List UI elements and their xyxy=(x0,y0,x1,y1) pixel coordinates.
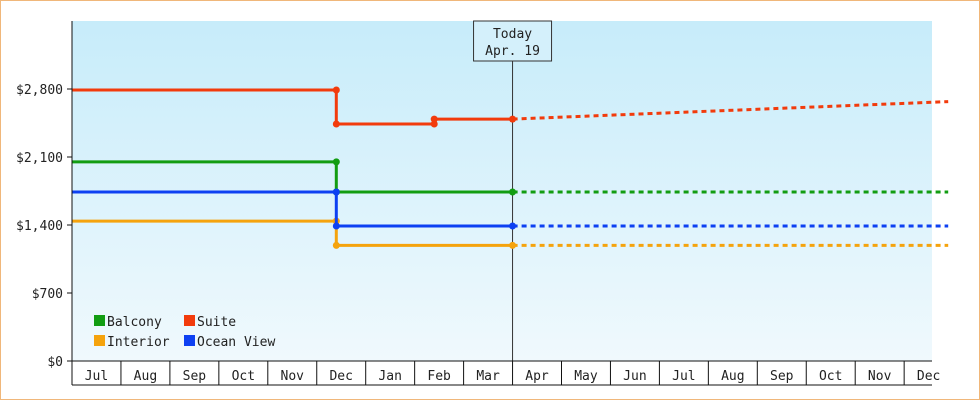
x-tick-label: Nov xyxy=(868,369,892,384)
y-tick-label: $2,800 xyxy=(16,83,63,98)
x-tick-label: Jul xyxy=(85,369,108,384)
y-tick-label: $700 xyxy=(32,287,63,302)
legend-label-interior: Interior xyxy=(107,335,170,350)
data-point-suite xyxy=(332,120,340,128)
x-tick-label: Sep xyxy=(183,369,207,384)
series-line-balcony xyxy=(72,160,513,194)
data-point-suite xyxy=(430,115,438,123)
data-point-ocean-view xyxy=(332,222,340,230)
x-tick-label: Jan xyxy=(378,369,401,384)
x-tick-label: Jun xyxy=(623,369,646,384)
data-point-suite xyxy=(509,115,517,123)
x-tick-label: Jul xyxy=(672,369,695,384)
x-tick-label: Dec xyxy=(917,369,940,384)
data-point-interior xyxy=(332,241,340,249)
legend-label-ocean-view: Ocean View xyxy=(197,335,275,350)
x-tick-label: Oct xyxy=(819,369,842,384)
today-title: Today xyxy=(493,27,532,42)
x-tick-label: Aug xyxy=(721,369,744,384)
today-box xyxy=(473,20,553,62)
legend-swatch-suite xyxy=(184,315,195,326)
legend-label-balcony: Balcony xyxy=(107,315,162,330)
legend-swatch-balcony xyxy=(94,315,105,326)
legend-swatch-interior xyxy=(94,335,105,346)
series-line-suite xyxy=(72,88,513,126)
x-tick-label: Sep xyxy=(770,369,794,384)
today-date: Apr. 19 xyxy=(485,44,540,59)
data-point-balcony xyxy=(332,158,340,166)
x-tick-label: Nov xyxy=(281,369,305,384)
legend-label-suite: Suite xyxy=(197,315,236,330)
series-line-ocean-view xyxy=(72,190,513,228)
x-tick-label: Mar xyxy=(476,369,500,384)
y-tick-label: $2,100 xyxy=(16,151,63,166)
data-point-interior xyxy=(509,241,517,249)
x-tick-label: Apr xyxy=(525,369,549,384)
series-line-interior xyxy=(72,219,513,247)
x-tick-label: Aug xyxy=(134,369,157,384)
series-projection-suite xyxy=(512,100,949,121)
data-point-balcony xyxy=(509,188,517,196)
data-point-ocean-view xyxy=(509,222,517,230)
y-tick-label: $0 xyxy=(47,355,63,370)
legend-swatch-ocean-view xyxy=(184,335,195,346)
x-tick-label: May xyxy=(574,369,598,384)
data-point-suite xyxy=(332,86,340,94)
y-tick-label: $1,400 xyxy=(16,219,63,234)
data-point-suite xyxy=(430,120,438,128)
x-tick-label: Dec xyxy=(329,369,352,384)
x-tick-label: Feb xyxy=(427,369,451,384)
data-point-ocean-view xyxy=(332,188,340,196)
x-tick-label: Oct xyxy=(232,369,255,384)
